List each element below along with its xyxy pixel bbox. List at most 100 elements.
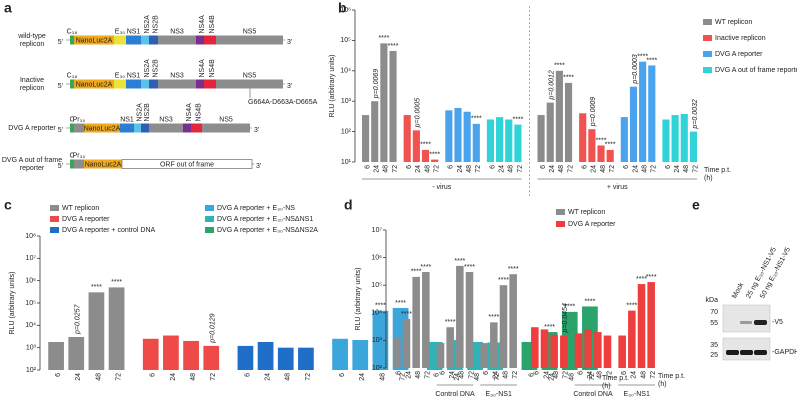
bar <box>372 310 389 370</box>
x-tick-label: 72 <box>606 371 613 379</box>
bar <box>277 347 294 370</box>
significance: **** <box>584 298 595 305</box>
five-prime: 5' <box>58 39 63 46</box>
significance: **** <box>471 116 482 123</box>
construct-label: replicon <box>20 85 45 92</box>
segment <box>191 123 202 133</box>
segment <box>149 35 158 45</box>
x-tick-label: 6 <box>540 165 547 169</box>
group-label: Control DNA <box>435 391 475 398</box>
five-prime: 5' <box>58 127 63 134</box>
x-tick-label: 48 <box>459 371 466 379</box>
bar <box>574 333 583 368</box>
significance: p=0.0009 <box>590 97 597 127</box>
y-tick-label: 10¹ <box>341 159 352 166</box>
y-tick-label: 10³ <box>372 337 383 344</box>
significance: **** <box>563 75 574 82</box>
construct-label: Inactive <box>20 77 44 84</box>
bar <box>560 335 568 368</box>
x-tick-label: 24 <box>170 373 177 381</box>
band <box>740 350 753 355</box>
bar <box>486 119 495 162</box>
x-tick-label: 48 <box>95 373 102 381</box>
bar <box>628 310 636 368</box>
significance: p=0.0003 <box>632 54 639 84</box>
segment-label: NanoLuc2A <box>85 161 122 168</box>
bar <box>436 343 445 368</box>
x-tick-label: 48 <box>474 373 481 381</box>
segment <box>84 123 120 133</box>
panel-letter: c <box>4 197 12 213</box>
legend-label: DVG A out of frame reporter <box>715 67 797 74</box>
legend-label: DVG A reporter + E₃₀-NS <box>217 205 295 212</box>
marker-label: 25 <box>710 352 718 359</box>
segment-label: NS3 <box>170 72 184 79</box>
x-axis-label: Time p.t. <box>658 373 685 380</box>
significance: p=0.0012 <box>549 70 556 100</box>
five-prime: 5' <box>58 163 63 170</box>
segment <box>204 35 216 45</box>
bar <box>298 347 314 370</box>
x-axis-label: (h) <box>658 381 667 388</box>
significance: **** <box>636 276 647 283</box>
significance: **** <box>91 284 102 291</box>
bar <box>629 86 638 162</box>
band <box>740 321 752 324</box>
segment-label: NS4B <box>209 59 216 78</box>
segment-label: NS2B <box>152 15 159 34</box>
x-tick-label: 48 <box>285 373 292 381</box>
x-tick-label: 24 <box>498 165 505 173</box>
x-tick-label: 6 <box>448 165 455 169</box>
x-tick-label: 24 <box>457 165 464 173</box>
segment-label: NS2B <box>144 103 151 122</box>
segment-label: E₃₀ <box>115 72 126 79</box>
significance: **** <box>646 274 657 281</box>
segment-label: NS1 <box>127 72 141 79</box>
mutation-label: G664A-D663A-D665A <box>248 99 318 106</box>
segment <box>141 79 149 89</box>
x-tick-label: 48 <box>379 373 386 381</box>
y-axis-label: RLU (arbitrary units) <box>329 54 336 117</box>
significance: **** <box>429 151 440 158</box>
segment <box>202 123 250 133</box>
group-label: - virus <box>432 184 452 191</box>
bar <box>88 292 105 370</box>
x-tick-label: 48 <box>558 165 565 173</box>
significance: **** <box>488 314 499 321</box>
y-tick-label: 10² <box>26 367 37 374</box>
y-tick-label: 10⁵ <box>25 300 36 307</box>
x-tick-label: 6 <box>534 371 541 375</box>
x-tick-label: 72 <box>475 165 482 173</box>
x-tick-label: 24 <box>587 371 594 379</box>
segment <box>74 159 84 169</box>
segment <box>126 79 141 89</box>
segment-label: C <box>69 116 74 123</box>
y-tick-label: 10⁴ <box>340 68 351 75</box>
significance: p=0.0069 <box>373 69 380 99</box>
significance: **** <box>454 258 465 265</box>
legend-swatch <box>556 209 565 215</box>
segment <box>134 123 141 133</box>
band-label: -GAPDH <box>772 349 797 356</box>
bar <box>496 117 504 162</box>
significance: **** <box>395 300 406 307</box>
legend-swatch <box>50 205 59 211</box>
segment-label: NS3 <box>170 28 184 35</box>
segment-label: NS2A <box>144 59 151 78</box>
x-tick-label: 48 <box>190 373 197 381</box>
bar <box>490 322 498 368</box>
segment <box>126 35 141 45</box>
marker-label: 35 <box>710 342 718 349</box>
bar <box>514 124 522 162</box>
significance: p=0.0257 <box>75 304 82 335</box>
bar <box>257 341 274 370</box>
five-prime: 5' <box>58 83 63 90</box>
segment <box>204 79 216 89</box>
x-tick-label: 72 <box>517 165 524 173</box>
bar <box>465 272 474 368</box>
bar <box>671 115 679 162</box>
bar <box>108 287 125 370</box>
bar <box>456 265 464 368</box>
y-tick-label: 10⁶ <box>371 254 382 261</box>
